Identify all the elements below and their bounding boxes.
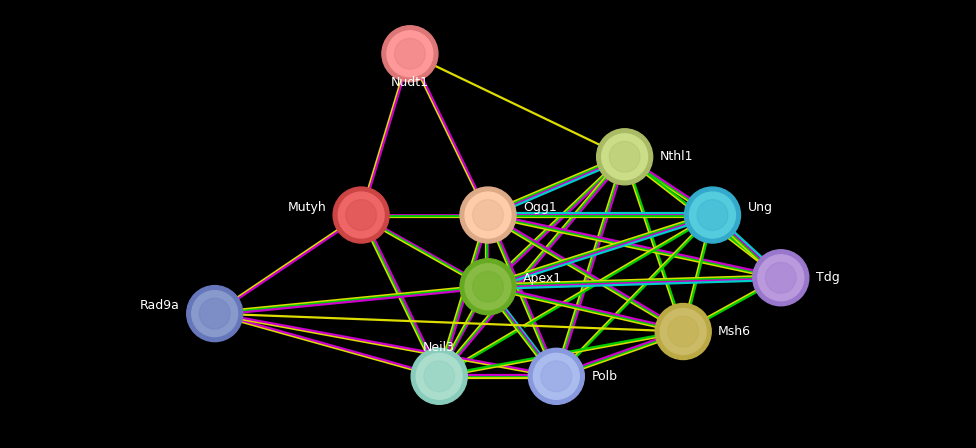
Circle shape <box>186 286 243 341</box>
Circle shape <box>601 134 648 180</box>
Circle shape <box>528 349 585 404</box>
Circle shape <box>668 316 699 347</box>
Circle shape <box>472 271 504 302</box>
Text: Tdg: Tdg <box>816 271 839 284</box>
Circle shape <box>596 129 653 185</box>
Circle shape <box>541 361 572 392</box>
Circle shape <box>472 200 504 230</box>
Circle shape <box>684 187 741 243</box>
Circle shape <box>465 192 511 238</box>
Text: Ung: Ung <box>748 201 772 214</box>
Circle shape <box>346 200 377 230</box>
Circle shape <box>757 255 804 301</box>
Text: Polb: Polb <box>591 370 617 383</box>
Circle shape <box>333 187 389 243</box>
Circle shape <box>424 361 455 392</box>
Circle shape <box>752 250 809 306</box>
Text: Nthl1: Nthl1 <box>660 150 693 164</box>
Text: Msh6: Msh6 <box>718 325 752 338</box>
Circle shape <box>533 353 580 399</box>
Circle shape <box>697 200 728 230</box>
Text: Ogg1: Ogg1 <box>523 201 556 214</box>
Circle shape <box>191 291 238 336</box>
Circle shape <box>199 298 230 329</box>
Circle shape <box>660 309 707 354</box>
Circle shape <box>411 349 468 404</box>
Text: Neil3: Neil3 <box>424 341 455 354</box>
Circle shape <box>338 192 385 238</box>
Circle shape <box>460 259 516 314</box>
Circle shape <box>386 31 433 77</box>
Circle shape <box>689 192 736 238</box>
Circle shape <box>765 263 796 293</box>
Circle shape <box>382 26 438 82</box>
Text: Nudt1: Nudt1 <box>391 76 428 89</box>
Text: Rad9a: Rad9a <box>140 299 180 312</box>
Circle shape <box>394 39 426 69</box>
Text: Apex1: Apex1 <box>523 272 562 285</box>
Circle shape <box>609 142 640 172</box>
Circle shape <box>655 304 712 359</box>
Circle shape <box>465 264 511 310</box>
Text: Mutyh: Mutyh <box>287 201 326 214</box>
Circle shape <box>460 187 516 243</box>
Circle shape <box>416 353 463 399</box>
